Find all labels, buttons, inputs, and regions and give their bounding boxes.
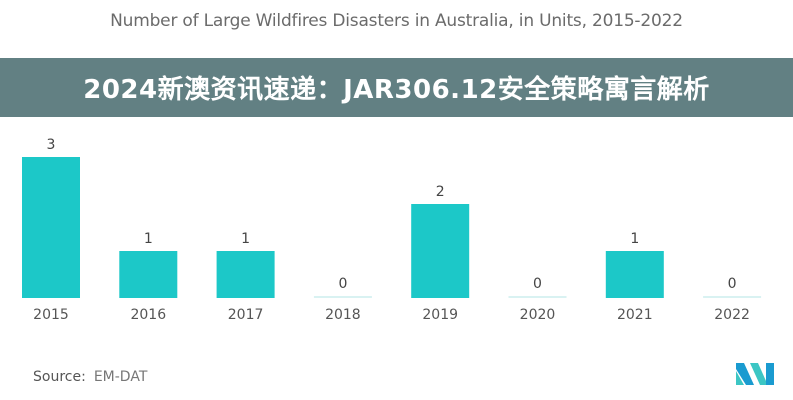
bar-2018	[313, 296, 372, 298]
data-label-2022: 0	[728, 276, 737, 292]
bar-2015	[22, 157, 80, 298]
mordor-logo-icon	[736, 363, 774, 385]
bar-2016	[119, 251, 178, 298]
bar-2021	[605, 251, 664, 298]
x-tick-2022: 2022	[714, 307, 750, 323]
x-tick-2017: 2017	[228, 307, 264, 323]
data-label-2015: 3	[47, 137, 56, 153]
x-tick-2018: 2018	[325, 307, 361, 323]
bar-2017	[216, 251, 275, 298]
data-label-2021: 1	[630, 231, 639, 247]
data-label-2019: 2	[436, 184, 445, 200]
overlay-banner: 2024新澳资讯速递：JAR306.12安全策略寓言解析	[0, 58, 793, 117]
data-label-2018: 0	[338, 276, 347, 292]
banner-text: 2024新澳资讯速递：JAR306.12安全策略寓言解析	[83, 75, 710, 105]
bar-2020	[508, 296, 567, 298]
x-tick-2020: 2020	[520, 307, 556, 323]
x-tick-2016: 2016	[130, 307, 166, 323]
data-label-2017: 1	[241, 231, 250, 247]
source-note: Source: EM-DAT	[33, 369, 147, 385]
source-value: EM-DAT	[93, 369, 148, 385]
data-label-2020: 0	[533, 276, 542, 292]
bar-2022	[703, 296, 762, 298]
x-tick-2021: 2021	[617, 307, 653, 323]
bar-2019	[411, 204, 470, 298]
x-tick-2015: 2015	[33, 307, 69, 323]
source-label: Source:	[33, 369, 86, 385]
data-label-2016: 1	[144, 231, 153, 247]
chart-title: Number of Large Wildfires Disasters in A…	[110, 11, 683, 31]
x-tick-2019: 2019	[422, 307, 458, 323]
